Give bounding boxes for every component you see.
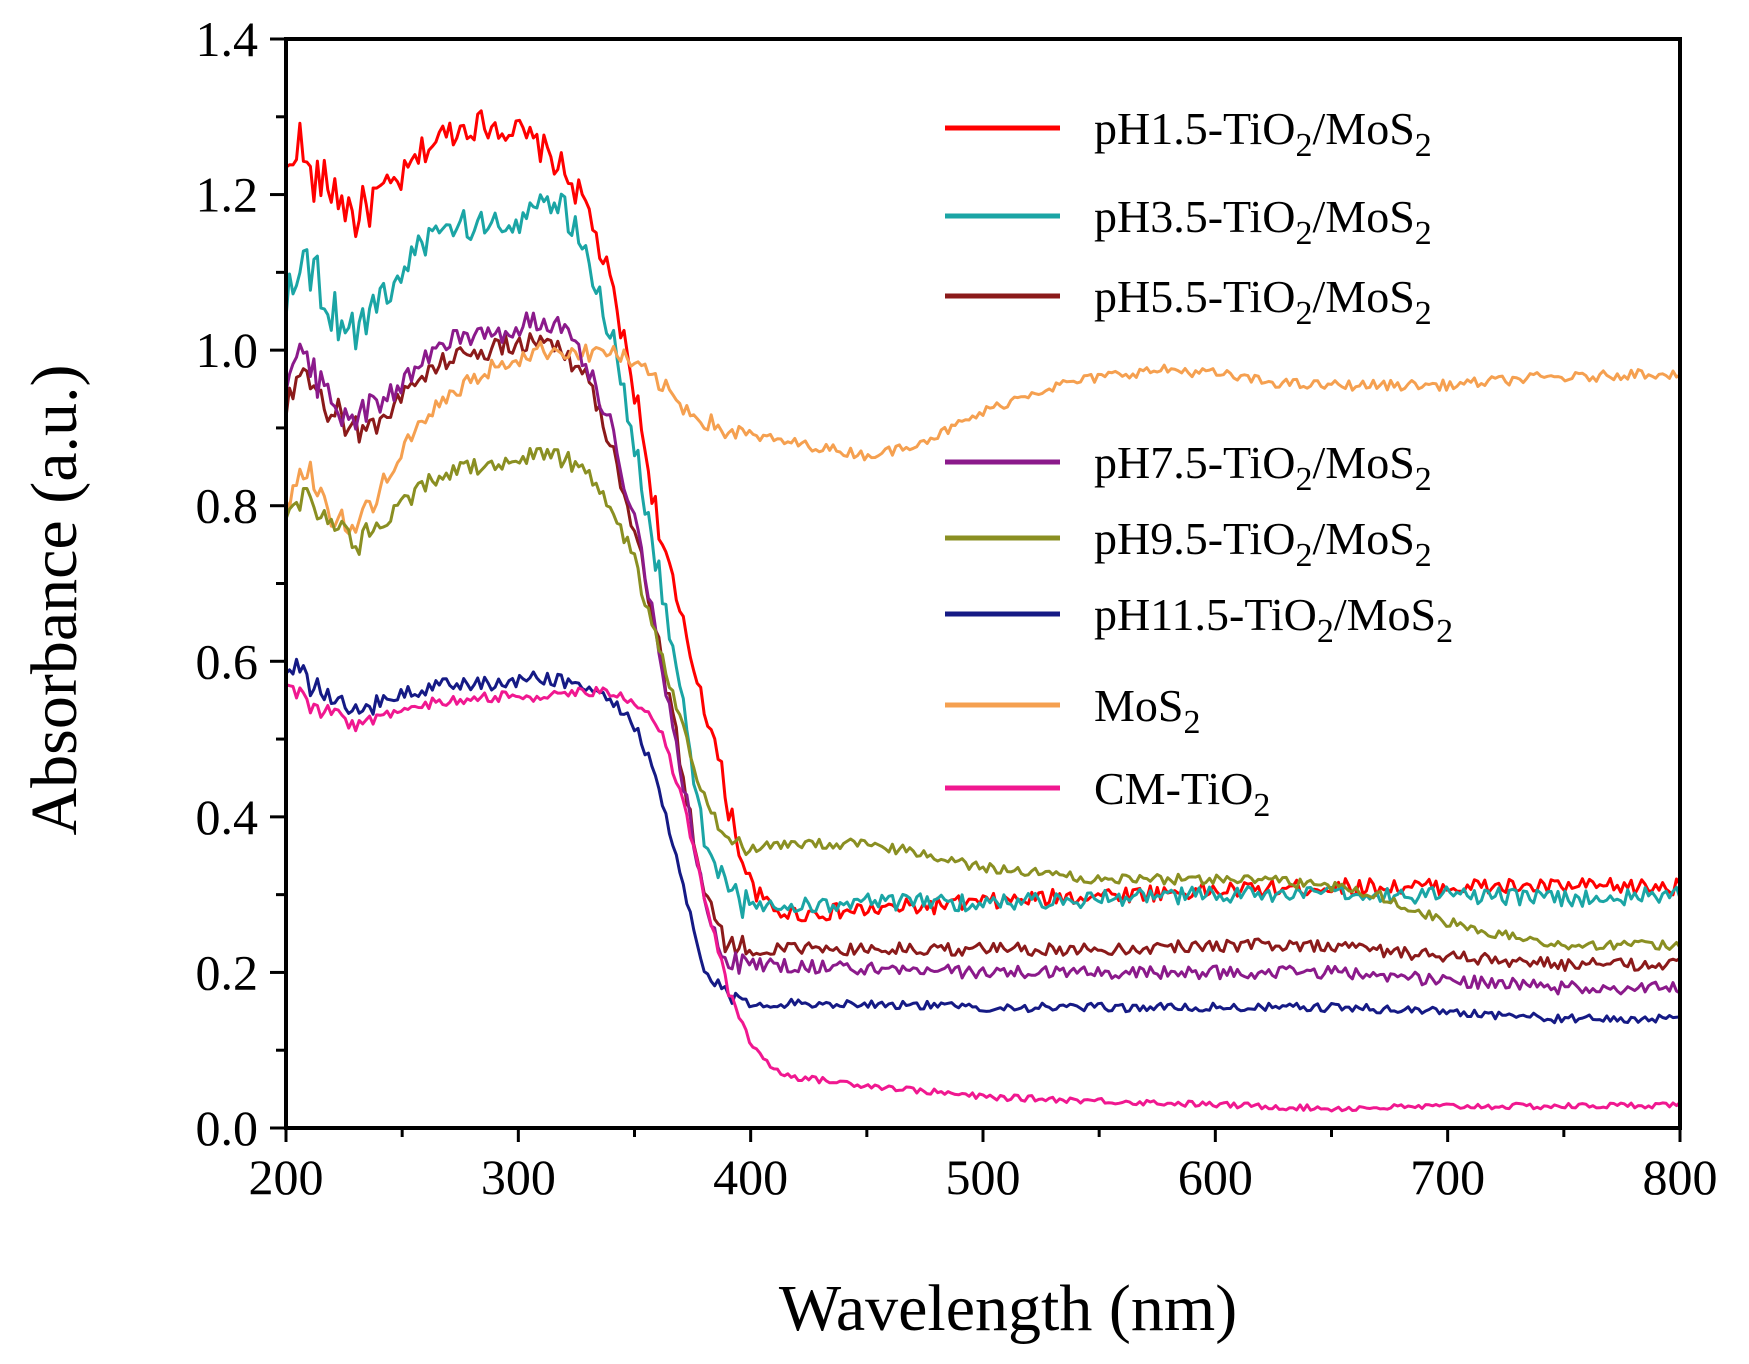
legend-item: CM-TiO2 [945,763,1270,824]
y-tick-label: 1.2 [196,167,259,223]
legend-subscript: 2 [1296,127,1313,164]
y-axis-ticks: 0.0 0.2 0.4 0.6 0.8 1.0 1.2 1.4 [196,11,286,1156]
legend-subscript: 2 [1415,461,1432,498]
x-tick-label: 300 [481,1149,556,1205]
legend-item: MoS2 [945,680,1200,741]
legend-item: pH9.5-TiO2/MoS2 [945,513,1432,574]
legend-subscript: 2 [1296,295,1313,332]
legend-text: /MoS [1313,103,1415,154]
legend-subscript: 2 [1415,295,1432,332]
legend-subscript: 2 [1436,613,1453,650]
legend-text: pH1.5-TiO [1094,103,1296,154]
legend-text: pH5.5-TiO [1094,271,1296,322]
legend-item: pH3.5-TiO2/MoS2 [945,191,1432,252]
legend-label: pH11.5-TiO2/MoS2 [1094,589,1453,650]
legend-subscript: 2 [1296,215,1313,252]
series-line-ph9-5-tio2-mos2 [284,446,1682,951]
legend-text: pH11.5-TiO [1094,589,1317,640]
legend-item: pH1.5-TiO2/MoS2 [945,103,1432,164]
legend-text: pH3.5-TiO [1094,191,1296,242]
series-line-ph11-5-tio2-mos2 [284,657,1681,1025]
legend-label: MoS2 [1094,680,1200,741]
x-tick-label: 600 [1178,1149,1253,1205]
y-axis-title: Absorbance (a.u.) [18,365,91,836]
x-tick-label: 700 [1410,1149,1485,1205]
y-tick-label: 1.0 [196,322,259,378]
legend-item: pH7.5-TiO2/MoS2 [945,437,1432,498]
legend-text: /MoS [1313,271,1415,322]
x-axis-title: Wavelength (nm) [779,1272,1237,1345]
x-axis-ticks: 200 300 400 500 600 700 800 [249,1128,1718,1205]
legend-text: MoS [1094,680,1183,731]
legend-subscript: 2 [1415,537,1432,574]
legend-label: pH1.5-TiO2/MoS2 [1094,103,1432,164]
series-layer [284,109,1682,1113]
legend-subscript: 2 [1253,787,1270,824]
legend-text: /MoS [1313,191,1415,242]
legend-subscript: 2 [1415,127,1432,164]
legend: pH1.5-TiO2/MoS2pH3.5-TiO2/MoS2pH5.5-TiO2… [945,103,1453,824]
legend-text: /MoS [1313,513,1415,564]
legend-text: pH7.5-TiO [1094,437,1296,488]
y-tick-label: 0.0 [196,1100,259,1156]
y-tick-label: 0.2 [196,944,259,1000]
y-tick-label: 0.4 [196,789,259,845]
legend-subscript: 2 [1296,537,1313,574]
y-tick-label: 0.8 [196,478,259,534]
series-line-mos2 [284,340,1681,536]
legend-subscript: 2 [1183,704,1200,741]
series-line-ph5-5-tio2-mos2 [284,332,1681,972]
legend-item: pH11.5-TiO2/MoS2 [945,589,1453,650]
series-line-ph7-5-tio2-mos2 [284,311,1681,996]
legend-subscript: 2 [1317,613,1334,650]
x-tick-label: 200 [249,1149,324,1205]
legend-subscript: 2 [1296,461,1313,498]
legend-label: CM-TiO2 [1094,763,1270,824]
x-tick-label: 400 [713,1149,788,1205]
x-tick-label: 800 [1643,1149,1718,1205]
legend-text: /MoS [1313,437,1415,488]
x-tick-label: 500 [946,1149,1021,1205]
series-line-ph3-5-tio2-mos2 [284,192,1682,919]
legend-text: /MoS [1334,589,1436,640]
y-tick-label: 1.4 [196,11,259,67]
legend-label: pH9.5-TiO2/MoS2 [1094,513,1432,574]
legend-text: CM-TiO [1094,763,1253,814]
legend-item: pH5.5-TiO2/MoS2 [945,271,1432,332]
legend-label: pH5.5-TiO2/MoS2 [1094,271,1432,332]
y-tick-label: 0.6 [196,633,259,689]
series-line-cm-tio2 [285,683,1682,1113]
legend-text: pH9.5-TiO [1094,513,1296,564]
legend-label: pH3.5-TiO2/MoS2 [1094,191,1432,252]
legend-subscript: 2 [1415,215,1432,252]
legend-label: pH7.5-TiO2/MoS2 [1094,437,1432,498]
